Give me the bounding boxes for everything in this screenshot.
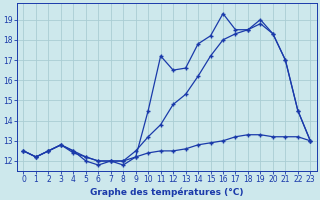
X-axis label: Graphe des températures (°C): Graphe des températures (°C) bbox=[90, 187, 244, 197]
